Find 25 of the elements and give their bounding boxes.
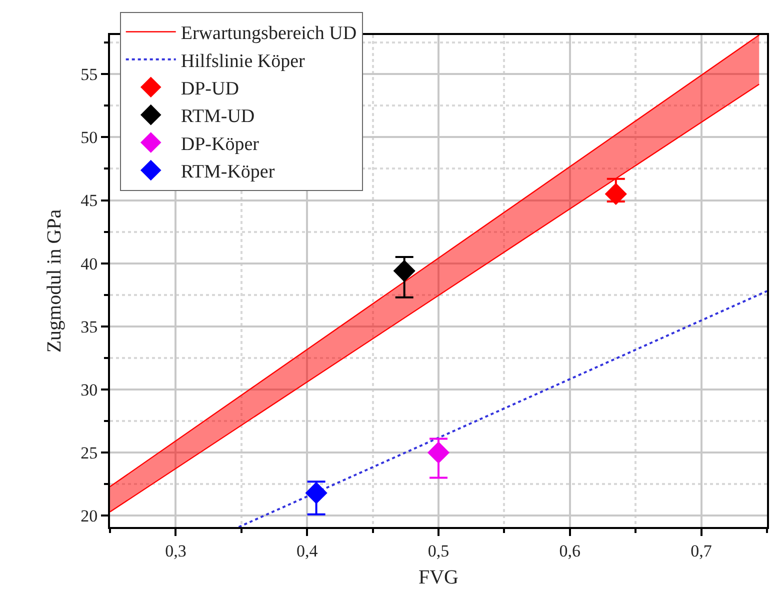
legend-label: Erwartungsbereich UD: [180, 23, 357, 44]
legend-label: RTM-Köper: [180, 162, 276, 183]
y-tick-label: 45: [80, 191, 98, 210]
y-tick-label: 25: [80, 444, 98, 463]
y-tick-label: 55: [80, 65, 98, 84]
point: [427, 442, 450, 464]
legend-label: RTM-UD: [180, 106, 255, 128]
x-tick-label: 0,3: [165, 541, 186, 560]
point: [393, 260, 416, 282]
y-tick-label: 40: [80, 254, 98, 274]
y-tick-label: 20: [80, 506, 98, 526]
legend-label: DP-UD: [180, 78, 239, 100]
x-tick-label: 0,4: [296, 541, 318, 560]
point: [305, 482, 328, 504]
y-tick-label: 35: [80, 317, 98, 336]
y-axis-title: Zugmodul in GPa: [44, 209, 66, 353]
x-tick-label: 0,6: [559, 541, 581, 560]
legend-label: Hilfslinie Köper: [180, 50, 306, 72]
x-axis-title: FVG: [418, 566, 459, 588]
x-tick-label: 0,7: [690, 541, 712, 560]
point: [604, 182, 627, 205]
y-tick-label: 50: [80, 128, 98, 148]
legend-label: DP-Köper: [180, 134, 260, 155]
x-tick-label: 0,5: [428, 541, 450, 560]
y-tick-label: 30: [80, 380, 98, 400]
